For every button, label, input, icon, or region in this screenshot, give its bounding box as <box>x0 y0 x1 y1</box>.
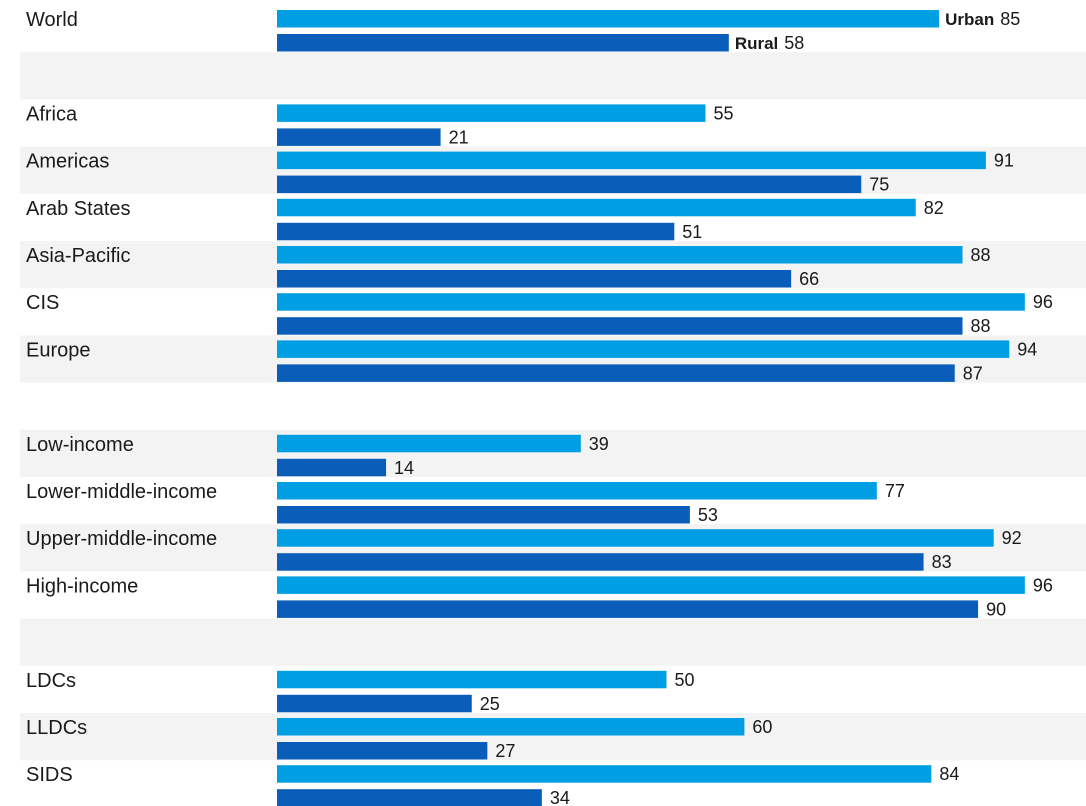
bar-rural-cis <box>277 317 963 335</box>
value-label-urban-cis: 96 <box>1033 292 1053 312</box>
value-label-rural-low-income: 14 <box>394 458 414 478</box>
category-label-arab-states: Arab States <box>26 198 131 220</box>
bar-urban-world <box>277 10 940 28</box>
bar-rural-europe <box>277 364 955 382</box>
value-label-urban-lldcs: 60 <box>752 717 772 737</box>
category-label-africa: Africa <box>26 103 78 125</box>
bar-rural-lower-middle-income <box>277 506 690 524</box>
category-label-lldcs: LLDCs <box>26 717 87 739</box>
category-label-americas: Americas <box>26 151 109 173</box>
value-label-rural-cis: 88 <box>971 316 991 336</box>
value-label-urban-world: 85 <box>1000 9 1020 29</box>
series-label-rural: Rural <box>735 34 778 53</box>
bars-layer <box>277 10 1025 806</box>
bar-urban-upper-middle-income <box>277 529 994 547</box>
value-label-rural-americas: 75 <box>869 175 889 195</box>
value-label-rural-world: 58 <box>784 33 804 53</box>
bar-urban-arab-states <box>277 198 916 217</box>
bar-rural-low-income <box>277 458 387 477</box>
category-label-high-income: High-income <box>26 575 138 597</box>
category-label-lower-middle-income: Lower-middle-income <box>26 481 217 503</box>
bar-urban-lldcs <box>277 718 745 736</box>
value-label-rural-lldcs: 27 <box>495 741 515 761</box>
bar-urban-europe <box>277 340 1010 358</box>
value-label-urban-africa: 55 <box>713 103 733 123</box>
bar-urban-asia-pacific <box>277 246 963 264</box>
bar-rural-world <box>277 34 729 52</box>
bar-urban-sids <box>277 765 932 783</box>
bar-urban-ldcs <box>277 670 667 689</box>
value-label-urban-asia-pacific: 88 <box>971 245 991 265</box>
value-label-urban-europe: 94 <box>1017 339 1037 359</box>
category-label-asia-pacific: Asia-Pacific <box>26 245 130 267</box>
bar-rural-ldcs <box>277 694 472 713</box>
category-label-europe: Europe <box>26 339 91 361</box>
value-label-urban-high-income: 96 <box>1033 575 1053 595</box>
bar-rural-arab-states <box>277 222 675 241</box>
value-label-rural-africa: 21 <box>449 127 469 147</box>
value-label-rural-arab-states: 51 <box>682 222 702 242</box>
value-label-rural-upper-middle-income: 83 <box>932 552 952 572</box>
value-label-urban-americas: 91 <box>994 151 1014 171</box>
bar-rural-asia-pacific <box>277 270 792 288</box>
row-band-gap-1 <box>20 52 1086 100</box>
value-label-rural-sids: 34 <box>550 788 570 806</box>
value-label-rural-lower-middle-income: 53 <box>698 505 718 525</box>
bar-urban-lower-middle-income <box>277 482 877 500</box>
category-label-world: World <box>26 9 78 31</box>
value-label-urban-low-income: 39 <box>589 434 609 454</box>
value-label-rural-asia-pacific: 66 <box>799 269 819 289</box>
value-label-rural-ldcs: 25 <box>480 694 500 714</box>
category-label-sids: SIDS <box>26 764 73 786</box>
value-label-urban-upper-middle-income: 92 <box>1002 528 1022 548</box>
series-label-urban: Urban <box>945 10 994 29</box>
bar-rural-upper-middle-income <box>277 553 924 571</box>
bar-rural-sids <box>277 789 542 806</box>
category-label-low-income: Low-income <box>26 434 134 456</box>
bar-urban-americas <box>277 151 986 170</box>
value-label-urban-arab-states: 82 <box>924 198 944 218</box>
bar-rural-africa <box>277 128 441 146</box>
bar-rural-high-income <box>277 600 979 618</box>
value-label-rural-europe: 87 <box>963 363 983 383</box>
bar-urban-low-income <box>277 434 581 453</box>
value-label-urban-sids: 84 <box>939 764 959 784</box>
bar-urban-cis <box>277 293 1025 311</box>
category-label-upper-middle-income: Upper-middle-income <box>26 528 217 550</box>
bar-rural-lldcs <box>277 742 488 760</box>
bar-urban-africa <box>277 104 706 122</box>
category-label-ldcs: LDCs <box>26 670 76 692</box>
value-label-urban-ldcs: 50 <box>675 670 695 690</box>
value-label-urban-lower-middle-income: 77 <box>885 481 905 501</box>
bar-rural-americas <box>277 175 862 194</box>
bar-urban-high-income <box>277 576 1025 594</box>
labels-layer: World Urban 85 Rural 58 Africa 55 21 Americas 91 7… <box>26 9 1053 806</box>
row-band-gap-13 <box>20 618 1086 666</box>
value-label-rural-high-income: 90 <box>986 599 1006 619</box>
category-label-cis: CIS <box>26 292 59 314</box>
